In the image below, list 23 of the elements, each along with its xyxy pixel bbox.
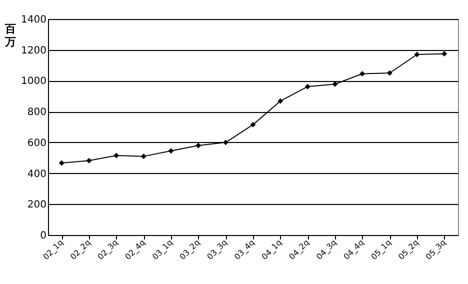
y-axis-title: 百万 (4, 22, 16, 48)
y-tick-label: 1200 (21, 45, 46, 56)
point (140, 154, 146, 160)
point (386, 70, 392, 76)
point (86, 158, 92, 164)
point (250, 122, 256, 128)
point (58, 160, 64, 166)
point (304, 84, 310, 90)
y-tick-label: 400 (27, 168, 46, 180)
y-tick-label: 200 (27, 200, 46, 211)
y-tick-label: 800 (27, 107, 46, 118)
point (414, 52, 420, 58)
point (222, 140, 228, 146)
y-tick-label: 1000 (21, 76, 46, 88)
point (114, 152, 120, 158)
point (278, 98, 284, 104)
y-tick-label: 0 (40, 230, 46, 242)
point (360, 71, 366, 77)
y-tick-label: 1400 (21, 14, 46, 26)
y-tick-label: 600 (27, 138, 46, 149)
point (442, 50, 448, 56)
point (168, 148, 174, 154)
point (196, 142, 202, 148)
